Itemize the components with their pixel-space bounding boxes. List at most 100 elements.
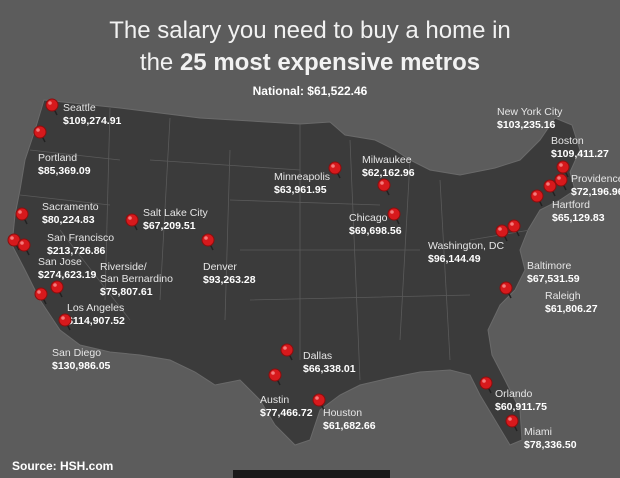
metro-name: Raleigh	[545, 290, 581, 302]
metro-name: Sacramento	[42, 201, 99, 213]
pin-shine	[510, 222, 514, 226]
metro-name: Los Angeles	[67, 302, 124, 314]
metro-name: San Bernardino	[100, 273, 173, 285]
metro-name: Orlando	[495, 388, 533, 400]
pin-head	[312, 393, 326, 407]
metro-salary: $103,235.16	[497, 119, 556, 131]
pin-shine	[546, 182, 550, 186]
metro-name: San Jose	[38, 256, 82, 268]
pin-shine	[48, 101, 52, 105]
metro-salary: $85,369.09	[38, 165, 91, 177]
pin-head	[499, 281, 513, 295]
metro-name: Austin	[260, 394, 289, 406]
metro-salary: $114,907.52	[67, 315, 125, 327]
pin-head	[495, 224, 509, 238]
pin-head	[556, 160, 570, 174]
metro-salary: $213,726.86	[47, 245, 106, 257]
pin-shine	[508, 417, 512, 421]
pin-shine	[502, 284, 506, 288]
metro-name: Boston	[551, 135, 584, 147]
metro-salary: $109,411.27	[551, 148, 609, 160]
pin-head	[479, 376, 493, 390]
metro-name: San Diego	[52, 347, 101, 359]
pin-shine	[10, 236, 14, 240]
metro-salary: $61,682.66	[323, 420, 376, 432]
metro-salary: $66,338.01	[303, 363, 356, 375]
metro-name: Milwaukee	[362, 154, 412, 166]
metro-salary: $80,224.83	[42, 214, 95, 226]
pin-shine	[271, 371, 275, 375]
metro-salary: $130,986.05	[52, 360, 111, 372]
metro-salary: $67,209.51	[143, 220, 196, 232]
state-borders	[19, 107, 531, 381]
pin-shine	[390, 210, 394, 214]
title-light: the	[140, 49, 173, 76]
metro-salary: $65,129.83	[552, 212, 605, 224]
metro-name: Portland	[38, 152, 77, 164]
metro-name: Minneapolis	[274, 171, 330, 183]
pin-shine	[498, 227, 502, 231]
metro-salary: $93,263.28	[203, 274, 256, 286]
pin-shine	[283, 346, 287, 350]
metro-salary: $60,911.75	[495, 401, 547, 413]
pin-head	[34, 287, 48, 301]
pin-head	[58, 313, 72, 327]
pin-shine	[61, 316, 65, 320]
metro-salary: $62,162.96	[362, 167, 415, 179]
metro-name: Baltimore	[527, 260, 572, 272]
pin-shine	[559, 163, 563, 167]
metro-salary: $77,466.72	[260, 407, 313, 419]
metro-name: Salt Lake City	[143, 207, 209, 219]
pin-head	[33, 125, 47, 139]
pin-head	[377, 178, 391, 192]
pin-head	[50, 280, 64, 294]
title-line2: the 25 most expensive metros	[140, 49, 480, 76]
metro-salary: $63,961.95	[274, 184, 327, 196]
metro-name: New York City	[497, 106, 563, 118]
metro-name: Seattle	[63, 102, 96, 114]
pin-head	[543, 179, 557, 193]
metro-name: Houston	[323, 407, 362, 419]
source: Source: HSH.com	[12, 459, 113, 473]
metro-salary: $274,623.19	[38, 269, 97, 281]
pin-shine	[204, 236, 208, 240]
pin-shine	[53, 283, 57, 287]
metro-salary: $72,196.96	[571, 186, 620, 198]
metro-salary: $78,336.50	[524, 439, 577, 451]
metro-name: Providence	[571, 173, 620, 185]
pin-shine	[331, 164, 335, 168]
pin-shine	[482, 379, 486, 383]
metro-name: Dallas	[303, 350, 332, 362]
pin-head	[387, 207, 401, 221]
pin-head	[328, 161, 342, 175]
pin-shine	[315, 396, 319, 400]
metro-salary: $96,144.49	[428, 253, 481, 265]
pin-head	[554, 173, 568, 187]
pin-shine	[128, 216, 132, 220]
pin-head	[268, 368, 282, 382]
pin-head	[505, 414, 519, 428]
pin-head	[280, 343, 294, 357]
pin-shine	[20, 241, 24, 245]
pin-shine	[18, 210, 22, 214]
metro-salary: $109,274.91	[63, 115, 122, 127]
pin-shine	[380, 181, 384, 185]
national: National: $61,522.46	[253, 84, 368, 98]
pin-head	[507, 219, 521, 233]
metro-name: Chicago	[349, 212, 388, 224]
pin-head	[125, 213, 139, 227]
metro-salary: $69,698.56	[349, 225, 402, 237]
metro-name: Riverside/	[100, 261, 147, 273]
pin-head	[17, 238, 31, 252]
pin-shine	[533, 192, 537, 196]
pin-head	[45, 98, 59, 112]
metro-name: Hartford	[552, 199, 590, 211]
metro-salary: $75,807.61	[100, 286, 153, 298]
metro-salary: $61,806.27	[545, 303, 598, 315]
pin-shine	[36, 128, 40, 132]
metro-name: Miami	[524, 426, 552, 438]
metros: Seattle$109,274.91 Portland$85,369.09 Sacr…	[7, 98, 620, 451]
pin-head	[530, 189, 544, 203]
